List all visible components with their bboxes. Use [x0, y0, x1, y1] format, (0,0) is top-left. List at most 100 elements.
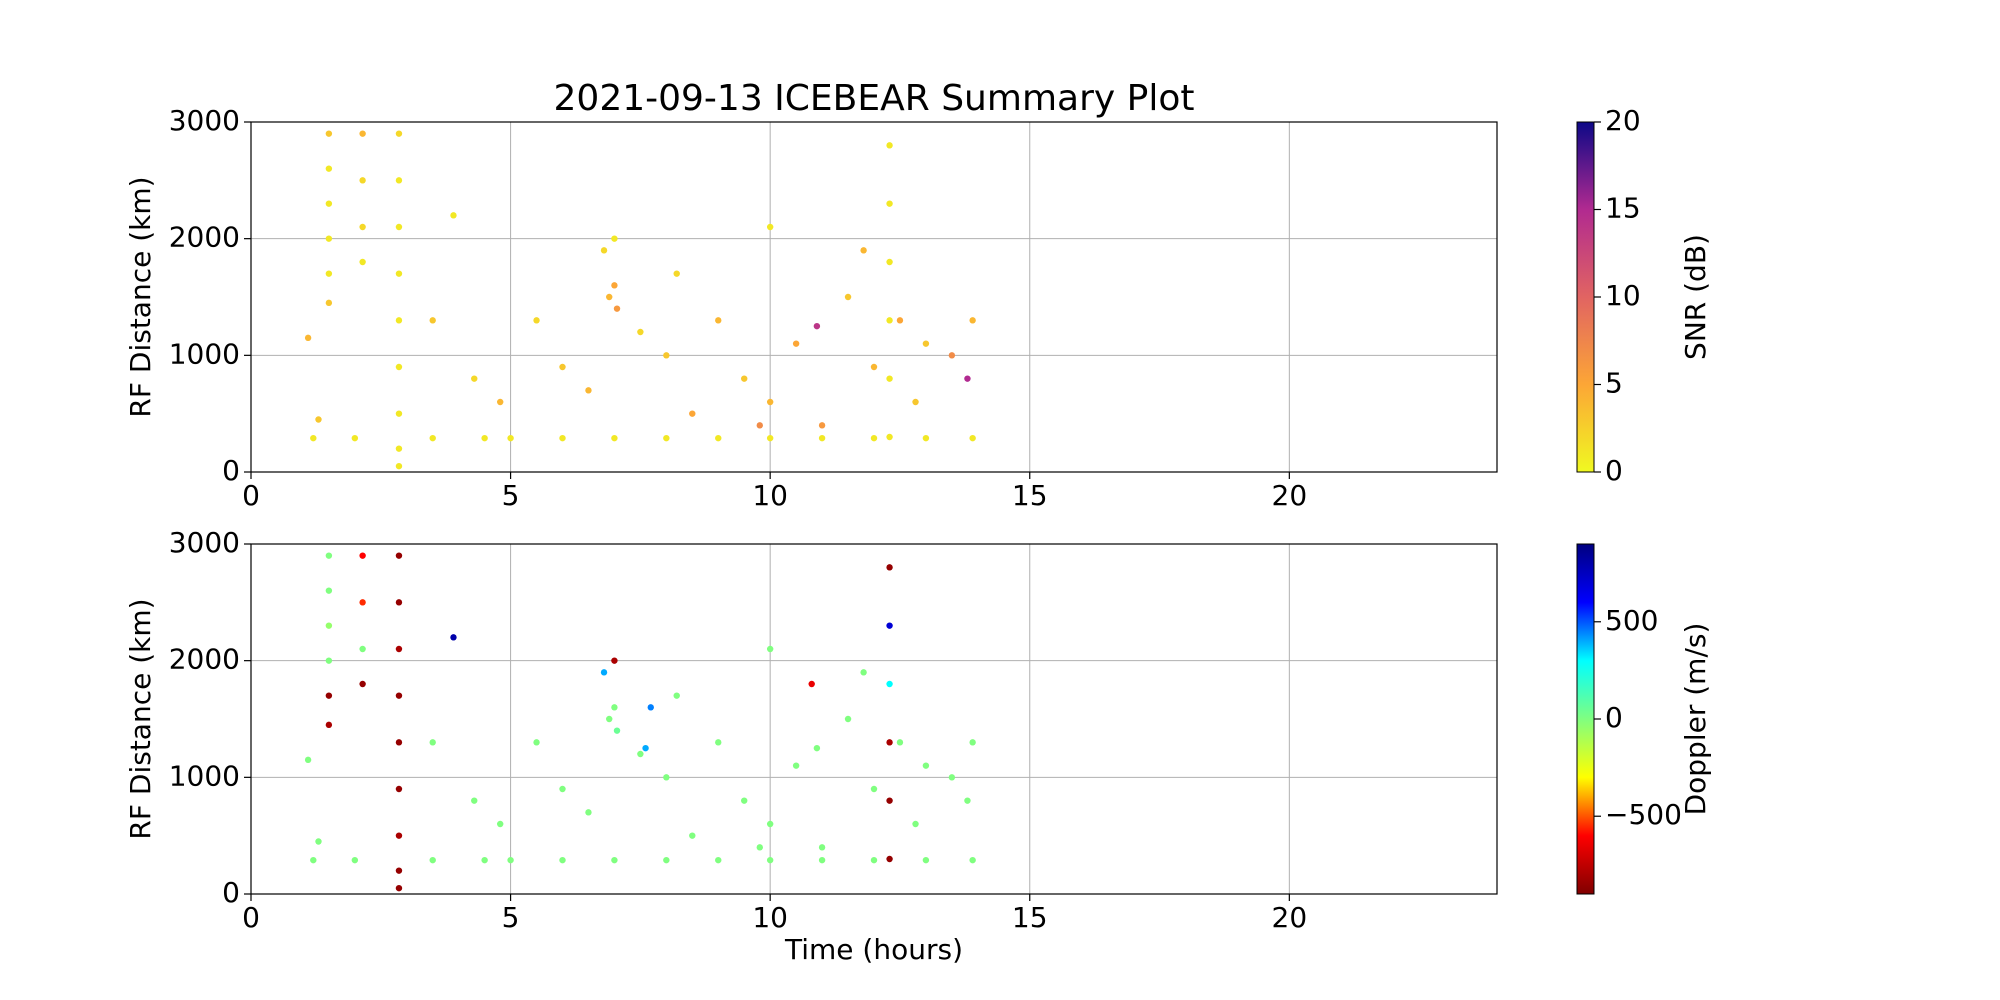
data-point: [886, 142, 893, 149]
data-point: [886, 433, 893, 441]
data-point: [886, 258, 893, 266]
data-point: [673, 692, 680, 699]
data-point: [969, 317, 976, 324]
data-point: [559, 785, 566, 793]
data-point: [325, 165, 333, 172]
data-point: [395, 645, 403, 653]
chart-title: 2021-09-13 ICEBEAR Summary Plot: [554, 78, 1195, 119]
colorbar-tick-label: 500: [1605, 604, 1658, 637]
data-point: [818, 434, 826, 442]
data-point: [818, 422, 826, 429]
data-point: [611, 704, 618, 711]
data-point: [429, 317, 436, 324]
data-point: [497, 820, 504, 828]
x-tick-label: 10: [752, 901, 788, 934]
data-point: [637, 328, 644, 336]
data-point: [325, 235, 333, 242]
data-point: [886, 375, 893, 382]
data-point: [922, 340, 930, 347]
data-point: [766, 856, 774, 864]
y-axis-label: RF Distance (km): [124, 598, 157, 839]
data-point: [585, 387, 592, 394]
data-point: [325, 692, 333, 699]
data-point: [969, 856, 976, 864]
data-point: [818, 844, 826, 851]
data-point: [395, 177, 403, 184]
y-tick-label: 1000: [169, 759, 240, 792]
data-point: [922, 762, 930, 769]
x-tick-label: 15: [1012, 901, 1048, 934]
data-point: [559, 434, 566, 442]
data-point: [948, 352, 956, 359]
data-point: [395, 410, 403, 417]
data-point: [325, 270, 333, 277]
data-point: [642, 744, 649, 752]
data-point: [860, 247, 867, 254]
data-point: [429, 739, 436, 746]
colorbar-tick-label: 10: [1605, 279, 1641, 312]
colorbar: [1576, 543, 1595, 895]
data-point: [395, 832, 403, 839]
data-point: [813, 322, 821, 330]
data-point: [585, 809, 592, 816]
y-tick-label: 0: [222, 876, 240, 909]
data-point: [912, 820, 919, 828]
data-point: [766, 398, 774, 406]
y-tick-label: 3000: [169, 104, 240, 137]
data-point: [886, 200, 893, 207]
data-point: [481, 856, 488, 864]
data-point: [507, 856, 514, 864]
data-point: [395, 867, 403, 874]
data-point: [969, 434, 976, 442]
x-tick-label: 20: [1272, 901, 1308, 934]
data-point: [860, 669, 867, 676]
data-point: [359, 599, 366, 606]
data-point: [325, 299, 333, 307]
data-point: [870, 856, 878, 864]
data-point: [870, 434, 878, 442]
data-point: [395, 223, 403, 231]
colorbar-tick-label: 0: [1605, 701, 1623, 734]
data-point: [395, 270, 403, 277]
x-tick-label: 0: [242, 479, 260, 512]
data-point: [886, 855, 893, 863]
data-point: [613, 305, 621, 312]
data-point: [310, 434, 317, 442]
data-point: [351, 856, 359, 864]
data-point: [600, 247, 608, 254]
data-point: [813, 744, 821, 752]
colorbar-tick-label: 5: [1605, 367, 1623, 400]
data-point: [766, 645, 774, 653]
data-point: [792, 762, 800, 769]
data-point: [663, 352, 670, 359]
colorbar-label: Doppler (m/s): [1679, 623, 1712, 816]
data-point: [886, 739, 893, 746]
points: [304, 552, 976, 892]
data-point: [818, 856, 826, 864]
data-point: [611, 235, 618, 242]
data-point: [395, 552, 403, 559]
data-point: [359, 552, 366, 559]
data-point: [359, 223, 366, 231]
data-point: [808, 680, 815, 688]
data-point: [886, 564, 893, 571]
data-point: [304, 334, 312, 342]
data-point: [715, 434, 722, 442]
data-point: [948, 774, 956, 781]
data-point: [325, 721, 333, 729]
y-tick-label: 3000: [169, 526, 240, 559]
data-point: [611, 434, 618, 442]
data-point: [325, 587, 333, 594]
y-tick-label: 2000: [169, 643, 240, 676]
colorbar: [1576, 121, 1595, 473]
data-point: [429, 856, 436, 864]
colorbar-label: SNR (dB): [1679, 234, 1712, 360]
data-point: [613, 727, 621, 734]
data-point: [315, 416, 322, 423]
colorbar-tick-label: 0: [1605, 454, 1623, 487]
data-point: [715, 856, 722, 864]
data-point: [663, 774, 670, 781]
data-point: [533, 739, 540, 746]
data-point: [886, 680, 893, 688]
